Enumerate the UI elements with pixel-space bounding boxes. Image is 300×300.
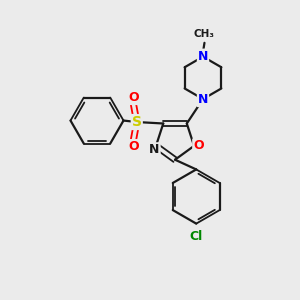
Text: O: O <box>128 91 139 104</box>
Text: N: N <box>149 143 160 156</box>
Text: CH₃: CH₃ <box>194 29 215 39</box>
Text: O: O <box>193 140 204 152</box>
Text: N: N <box>198 50 208 63</box>
Text: O: O <box>128 140 139 153</box>
Text: N: N <box>198 93 208 106</box>
Text: S: S <box>132 115 142 129</box>
Text: Cl: Cl <box>190 230 203 242</box>
